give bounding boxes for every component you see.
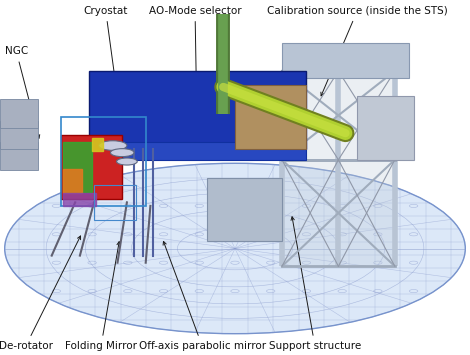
Text: De-rotator: De-rotator	[0, 236, 80, 351]
Polygon shape	[92, 138, 103, 151]
Polygon shape	[282, 71, 338, 160]
Polygon shape	[63, 142, 92, 192]
Text: Cryostat: Cryostat	[84, 6, 128, 145]
Ellipse shape	[110, 149, 134, 157]
Text: NGC: NGC	[5, 47, 40, 138]
Ellipse shape	[99, 141, 127, 151]
FancyBboxPatch shape	[282, 43, 409, 78]
Text: Folding Mirror: Folding Mirror	[65, 242, 137, 351]
Polygon shape	[338, 160, 395, 266]
FancyBboxPatch shape	[207, 178, 282, 241]
Polygon shape	[63, 169, 82, 193]
Text: Calibration source (inside the STS): Calibration source (inside the STS)	[267, 6, 447, 96]
Polygon shape	[282, 160, 338, 266]
FancyBboxPatch shape	[89, 71, 306, 149]
FancyBboxPatch shape	[0, 121, 38, 149]
FancyBboxPatch shape	[235, 85, 306, 149]
FancyBboxPatch shape	[0, 99, 38, 128]
Ellipse shape	[5, 163, 465, 334]
Text: Support structure: Support structure	[269, 217, 361, 351]
FancyBboxPatch shape	[357, 96, 414, 160]
FancyBboxPatch shape	[61, 135, 122, 199]
FancyBboxPatch shape	[89, 142, 306, 160]
FancyBboxPatch shape	[0, 142, 38, 170]
Polygon shape	[338, 71, 395, 160]
Ellipse shape	[117, 158, 137, 165]
Text: Off-axis parabolic mirror: Off-axis parabolic mirror	[139, 241, 266, 351]
Polygon shape	[63, 193, 96, 206]
Text: AO-Mode selector: AO-Mode selector	[149, 6, 242, 145]
